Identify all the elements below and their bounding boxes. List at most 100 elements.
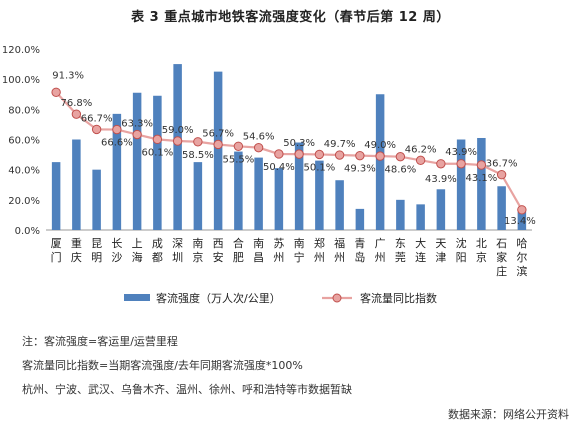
line-data-label: 59.0%: [162, 125, 194, 136]
y-tick-label: 20.0%: [8, 196, 40, 207]
x-tick-label: 青: [354, 237, 365, 250]
bar: [234, 151, 243, 230]
legend-label-line: 客流量同比指数: [360, 291, 437, 305]
line-data-label: 50.4%: [263, 162, 295, 173]
line-data-label: 76.8%: [60, 98, 92, 109]
line-point: [193, 137, 203, 147]
line-point: [294, 149, 304, 159]
y-tick-label: 120.0%: [2, 45, 40, 56]
x-tick-label: 岛: [354, 250, 365, 264]
x-tick-label: 连: [415, 251, 426, 264]
bar: [497, 186, 506, 230]
line-data-label: 43.1%: [465, 173, 497, 184]
y-tick-label: 40.0%: [8, 166, 40, 177]
x-tick-label: 昆: [91, 237, 102, 250]
x-tick-label: 京: [476, 250, 487, 264]
line-data-label: 50.1%: [303, 162, 335, 173]
x-tick-label: 哈: [516, 237, 527, 250]
data-source: 数据来源：网络公开资料: [448, 408, 569, 421]
x-tick-label: 上: [132, 237, 143, 250]
line-point: [233, 141, 244, 151]
x-tick-label: 都: [152, 251, 163, 264]
x-tick-label: 郑: [314, 236, 325, 250]
y-tick-label: 80.0%: [8, 105, 40, 116]
x-tick-label: 州: [314, 251, 325, 264]
line-point: [334, 150, 345, 160]
line-point: [71, 109, 82, 119]
line-data-label: 43.9%: [425, 174, 457, 185]
bar: [416, 204, 425, 230]
bar: [517, 211, 527, 230]
line-data-label: 46.2%: [405, 144, 437, 155]
x-tick-label: 庆: [71, 250, 82, 264]
bar: [213, 71, 223, 230]
x-tick-label: 海: [132, 250, 143, 264]
line-data-label: 49.7%: [324, 139, 356, 150]
line-data-label: 63.3%: [121, 119, 153, 130]
line-point: [253, 142, 264, 153]
y-tick-label: 60.0%: [8, 136, 40, 147]
x-tick-label: 州: [375, 251, 386, 264]
line-data-label: 13.4%: [504, 216, 536, 227]
bar: [436, 189, 446, 230]
x-tick-label: 合: [233, 236, 244, 250]
line-data-label: 66.6%: [101, 138, 133, 149]
line-data-label: 54.6%: [243, 132, 275, 143]
line-point: [51, 87, 61, 97]
x-tick-label: 昌: [253, 251, 264, 264]
line-point: [375, 151, 385, 161]
x-tick-label: 厦: [51, 237, 62, 250]
bar: [51, 162, 61, 230]
line-data-label: 55.5%: [222, 154, 254, 165]
bar: [274, 168, 284, 230]
bar: [254, 157, 263, 230]
x-tick-label: 滨: [516, 264, 527, 278]
x-tick-label: 京: [192, 250, 203, 264]
line-data-label: 66.7%: [81, 113, 113, 124]
line-data-label: 48.6%: [384, 165, 416, 176]
x-tick-label: 广: [375, 237, 386, 250]
x-tick-label: 西: [213, 237, 224, 250]
line-point: [274, 149, 284, 159]
line-point: [355, 150, 365, 161]
x-tick-label: 圳: [172, 251, 183, 264]
bar: [355, 208, 365, 230]
line-data-label: 60.1%: [141, 147, 173, 158]
bar: [153, 95, 162, 230]
line-point: [415, 155, 426, 166]
x-tick-label: 东: [395, 237, 406, 250]
x-tick-label: 石: [496, 237, 507, 250]
x-tick-label: 南: [294, 237, 305, 250]
x-tick-label: 家: [496, 250, 507, 264]
bar: [92, 169, 101, 230]
x-tick-label: 莞: [395, 251, 406, 264]
line-point: [314, 149, 325, 160]
x-tick-label: 州: [334, 251, 345, 264]
x-tick-label: 成: [152, 237, 163, 250]
line-point: [152, 134, 163, 145]
x-tick-label: 深: [172, 237, 183, 250]
bar: [477, 137, 486, 230]
legend-label-bar: 客流强度（万人次/公里）: [156, 291, 281, 305]
x-tick-label: 肥: [233, 251, 244, 264]
line-data-label: 49.3%: [344, 164, 376, 175]
x-tick-label: 长: [111, 237, 122, 250]
bar: [173, 64, 182, 230]
x-tick-label: 尔: [516, 251, 527, 264]
line-point: [172, 136, 183, 146]
x-tick-label: 苏: [273, 237, 284, 250]
bar: [132, 92, 142, 230]
line-data-label: 36.7%: [486, 159, 518, 170]
x-tick-label: 州: [273, 251, 284, 264]
line-point: [517, 205, 527, 215]
line-point: [436, 159, 446, 169]
line-data-label: 50.3%: [283, 138, 315, 149]
x-tick-label: 明: [91, 251, 102, 264]
note-line-3: 杭州、宁波、武汉、乌鲁木齐、温州、徐州、呼和浩特等市数据暂缺: [22, 383, 352, 396]
line-point: [112, 124, 122, 135]
x-tick-label: 北: [476, 237, 487, 250]
line-data-label: 49.0%: [364, 140, 396, 151]
x-tick-label: 重: [71, 236, 82, 250]
x-tick-label: 大: [415, 236, 426, 250]
